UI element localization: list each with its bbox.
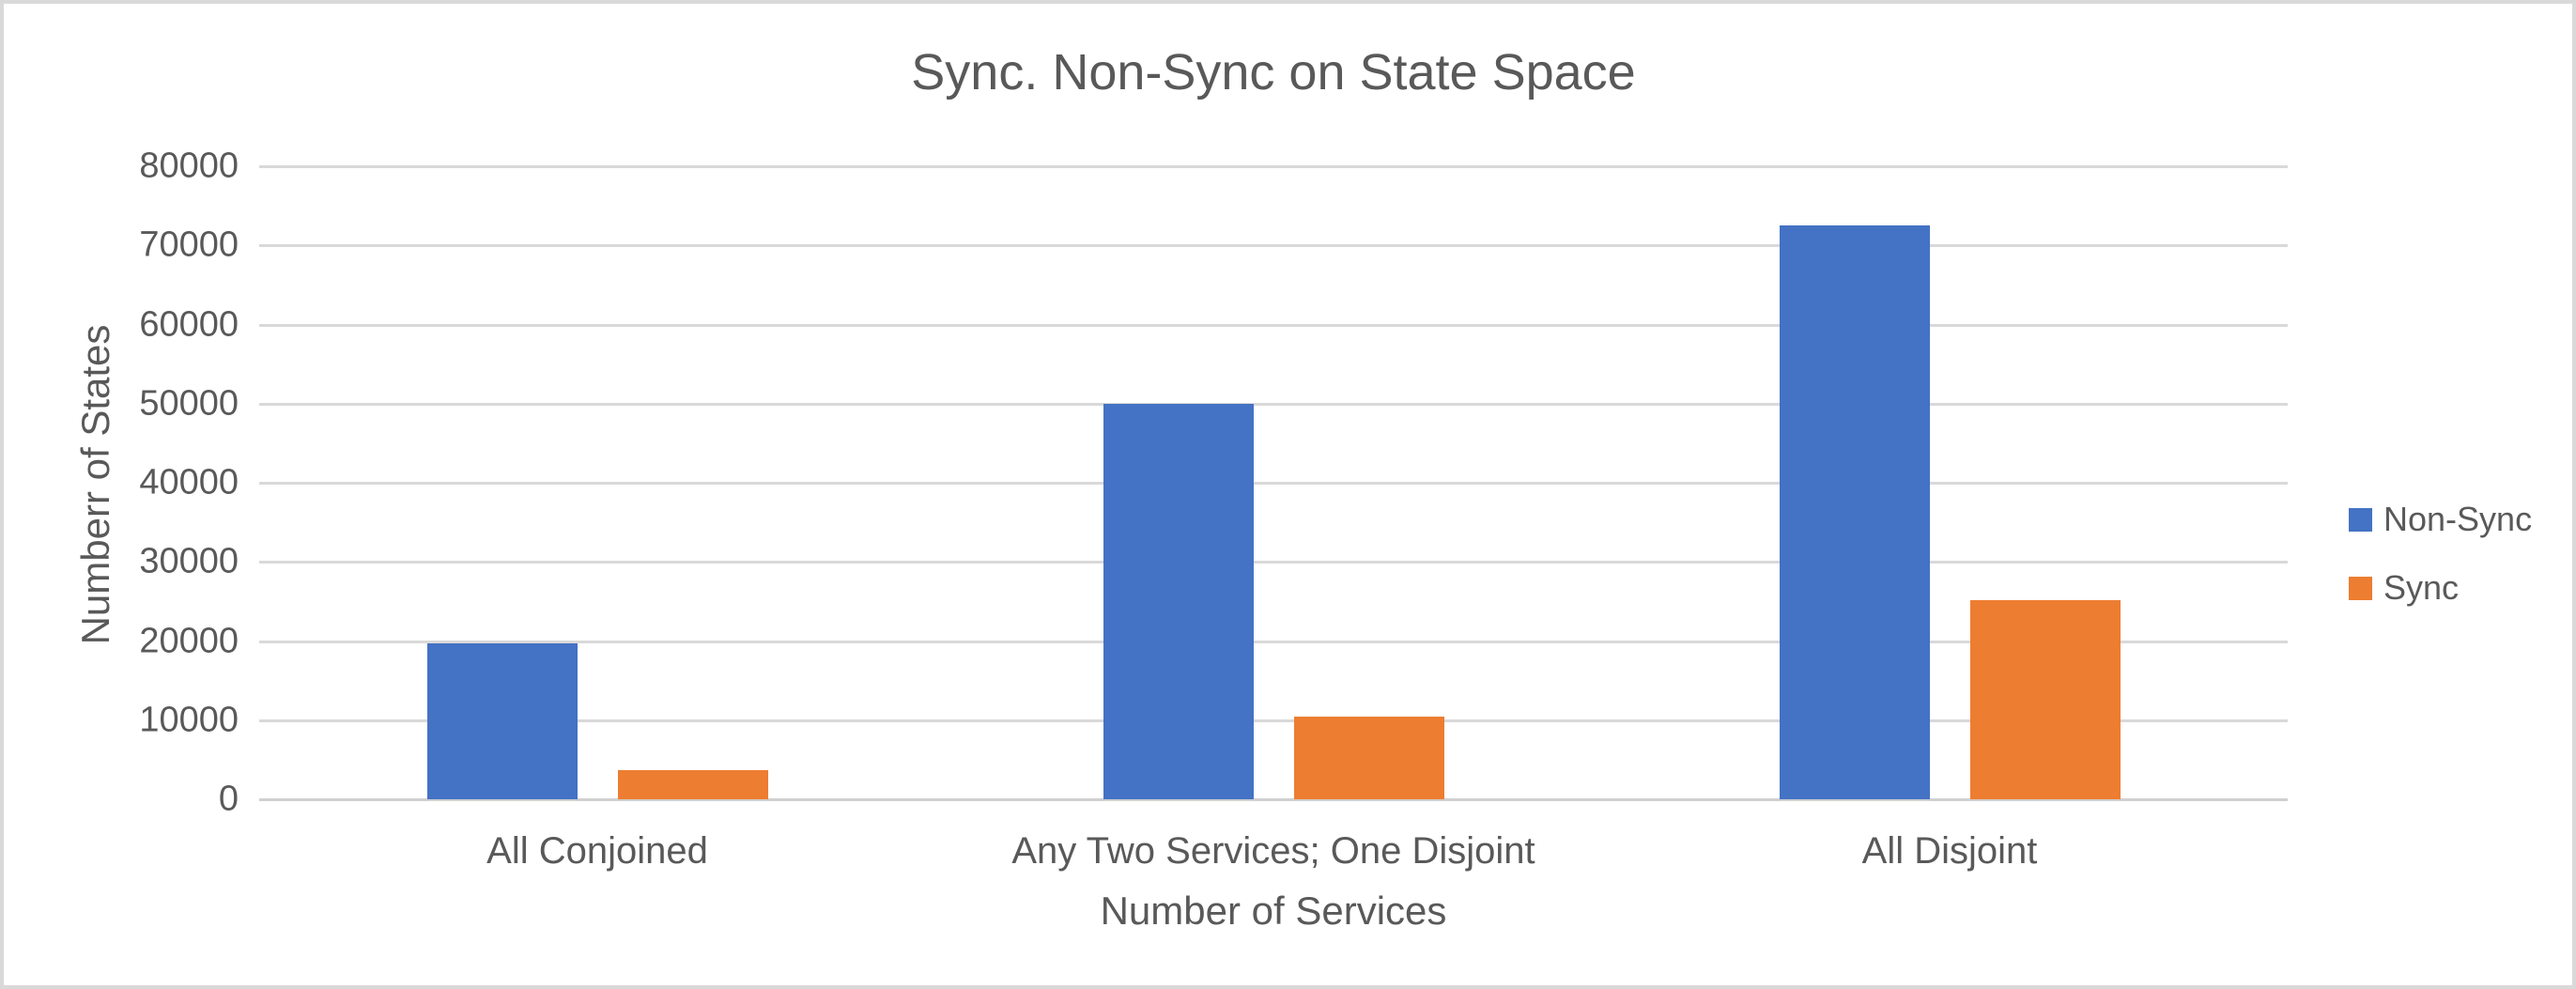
y-tick-label: 60000 <box>139 304 239 344</box>
bar-sync-1 <box>617 769 768 799</box>
legend-swatch-icon <box>2349 507 2372 532</box>
legend-label: Sync <box>2383 568 2460 607</box>
x-axis-line <box>259 798 2288 801</box>
bar-non-sync-1 <box>426 643 578 799</box>
gridline <box>259 482 2288 485</box>
x-category-label: All Disjoint <box>1861 830 2038 872</box>
gridline <box>259 165 2288 168</box>
legend: Non-Sync Sync <box>2349 500 2532 608</box>
x-axis-title: Number of Services <box>1100 889 1447 933</box>
x-category-label: All Conjoined <box>486 830 708 872</box>
gridline <box>259 561 2288 564</box>
y-tick-label: 70000 <box>139 224 239 265</box>
gridline <box>259 719 2288 722</box>
chart-title: Sync. Non-Sync on State Space <box>911 44 1636 100</box>
x-category-label: Any Two Services; One Disjoint <box>1011 830 1535 872</box>
gridline <box>259 323 2288 327</box>
gridline <box>259 244 2288 248</box>
gridline <box>259 402 2288 406</box>
y-tick-label: 10000 <box>139 700 239 740</box>
y-tick-label: 40000 <box>139 462 239 502</box>
bar-sync-2 <box>1293 717 1444 799</box>
y-tick-label: 50000 <box>139 383 239 424</box>
y-tick-label: 30000 <box>139 541 239 581</box>
legend-label: Non-Sync <box>2383 500 2533 538</box>
bar-non-sync-2 <box>1103 403 1254 799</box>
legend-item-non-sync: Non-Sync <box>2349 500 2532 539</box>
gridline <box>259 640 2288 643</box>
y-tick-label: 20000 <box>139 621 239 660</box>
legend-swatch-icon <box>2349 576 2372 600</box>
legend-item-sync: Sync <box>2349 568 2532 608</box>
y-tick-label: 0 <box>218 779 239 819</box>
plot-area <box>259 165 2288 801</box>
bar-non-sync-3 <box>1779 225 1930 799</box>
y-tick-label: 80000 <box>139 146 239 186</box>
bar-sync-3 <box>1969 599 2121 799</box>
